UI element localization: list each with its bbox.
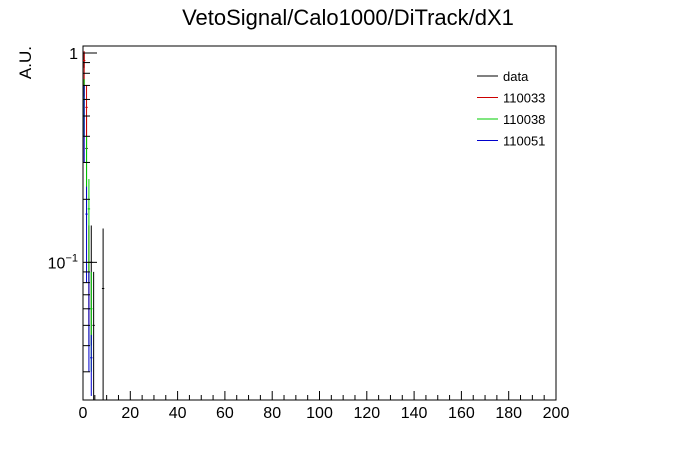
x-tick-label: 80	[263, 405, 281, 422]
legend-label: 110038	[503, 112, 545, 127]
legend-label: data	[503, 69, 529, 84]
x-tick-label: 60	[216, 405, 234, 422]
series-110051	[83, 85, 93, 396]
x-axis: 0 20 40 60 80 100 120 140 160 180 200	[79, 391, 570, 422]
y-axis: 1 10−1	[48, 46, 97, 373]
x-tick-label: 40	[169, 405, 187, 422]
x-tick-label: 140	[401, 405, 428, 422]
x-tick-label: 100	[306, 405, 333, 422]
plot-frame	[82, 45, 557, 401]
chart-title: VetoSignal/Calo1000/DiTrack/dX1	[182, 5, 514, 30]
series-group	[83, 51, 105, 400]
x-tick-label: 0	[79, 405, 88, 422]
x-tick-label: 180	[495, 405, 522, 422]
x-tick-label: 20	[121, 405, 139, 422]
y-tick-label: 10−1	[48, 252, 78, 272]
legend: data 110033 110038 110051	[477, 69, 545, 149]
x-tick-label: 120	[353, 405, 380, 422]
x-tick-label: 160	[448, 405, 475, 422]
legend-label: 110051	[503, 134, 545, 149]
y-tick-label: 1	[69, 46, 78, 63]
legend-label: 110033	[503, 91, 545, 106]
x-tick-label: 200	[543, 405, 570, 422]
y-axis-label: A.U.	[16, 46, 35, 79]
